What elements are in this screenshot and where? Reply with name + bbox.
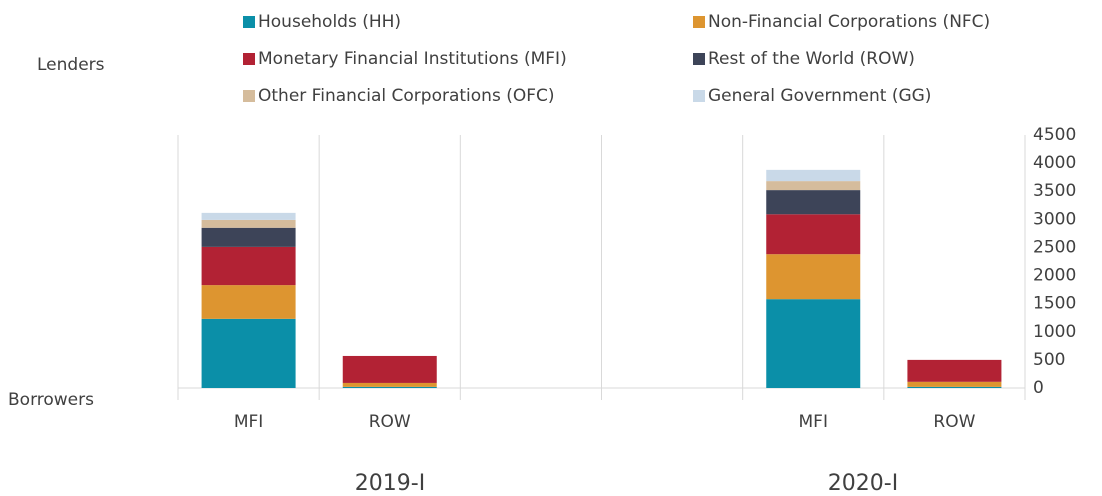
legend-label: Households (HH): [258, 12, 401, 32]
legend-swatch: [693, 16, 705, 28]
bar-segment: [766, 181, 861, 191]
x-tick-label: MFI: [234, 412, 263, 432]
y-tick-label: 0: [1033, 378, 1044, 398]
legend-label: General Government (GG): [708, 86, 931, 106]
bar-segment: [201, 227, 296, 247]
bar-segment: [201, 246, 296, 286]
legend-swatch: [243, 53, 255, 65]
bar-segment: [342, 382, 437, 387]
bar-segment: [342, 386, 437, 388]
legend-label: Non-Financial Corporations (NFC): [708, 12, 990, 32]
bar-segment: [766, 299, 861, 388]
y-tick-label: 500: [1033, 350, 1065, 370]
y-tick-label: 3000: [1033, 209, 1076, 229]
y-tick-label: 2000: [1033, 266, 1076, 286]
legend-label: Rest of the World (ROW): [708, 49, 915, 69]
legend-label: Other Financial Corporations (OFC): [258, 86, 555, 106]
y-tick-label: 4000: [1033, 153, 1076, 173]
legend-swatch: [693, 90, 705, 102]
x-tick-label: ROW: [369, 412, 411, 432]
legend-label: Monetary Financial Institutions (MFI): [258, 49, 567, 69]
bar-segment: [766, 169, 861, 182]
bar-segment: [201, 219, 296, 228]
bar-segment: [766, 214, 861, 255]
legend-swatch: [243, 16, 255, 28]
y-tick-label: 1000: [1033, 322, 1076, 342]
group-label: 2019-I: [355, 471, 425, 496]
x-tick-label: ROW: [933, 412, 975, 432]
x-tick-label: MFI: [799, 412, 828, 432]
bar-segment: [907, 381, 1002, 387]
bar-segment: [907, 359, 1002, 382]
bar-segment: [201, 318, 296, 388]
group-label: 2020-I: [828, 471, 898, 496]
bar-segment: [907, 386, 1002, 388]
bar-segment: [766, 190, 861, 215]
legend-swatch: [243, 90, 255, 102]
bar-segment: [201, 285, 296, 319]
bar-segment: [342, 355, 437, 383]
bar-segment: [766, 254, 861, 300]
y-tick-label: 3500: [1033, 181, 1076, 201]
y-tick-label: 2500: [1033, 237, 1076, 257]
y-tick-label: 1500: [1033, 294, 1076, 314]
y-tick-label: 4500: [1033, 125, 1076, 145]
row-label: Borrowers: [8, 390, 94, 410]
bar-segment: [201, 212, 296, 220]
row-label: Lenders: [37, 55, 105, 75]
legend-swatch: [693, 53, 705, 65]
